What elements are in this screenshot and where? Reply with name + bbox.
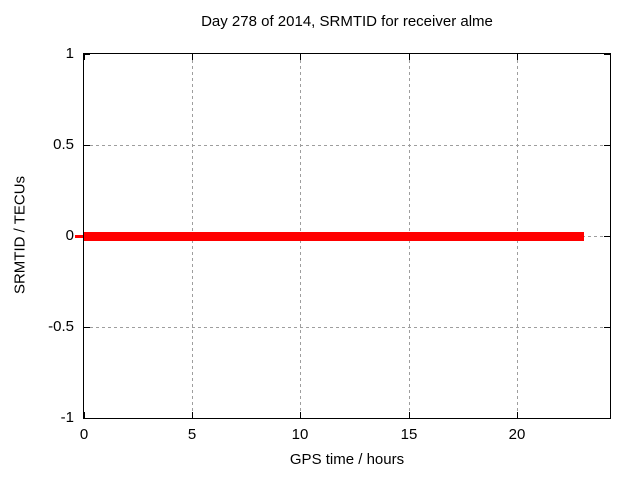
plot-frame xyxy=(83,53,611,419)
x-tickmark-bottom xyxy=(409,412,410,418)
y-tickmark-right xyxy=(604,145,610,146)
x-tickmark-top xyxy=(409,54,410,60)
series-line-start-cap xyxy=(75,235,83,238)
y-tick-label: -0.5 xyxy=(48,318,74,335)
y-tick-label: 1 xyxy=(65,45,74,62)
series-line-srmtid xyxy=(84,232,584,241)
x-tick-label: 20 xyxy=(508,426,526,443)
x-tick-label: 15 xyxy=(400,426,418,443)
x-tickmark-bottom xyxy=(517,412,518,418)
y-tickmark-right xyxy=(604,236,610,237)
x-tickmark-top xyxy=(84,54,85,60)
y-tickmark-left xyxy=(84,54,90,55)
y-tickmark-right xyxy=(604,54,610,55)
y-tick-label: 0.5 xyxy=(53,136,74,153)
x-tickmark-top xyxy=(517,54,518,60)
y-tickmark-left xyxy=(84,145,90,146)
y-tickmark-left xyxy=(84,327,90,328)
y-tickmark-right xyxy=(604,418,610,419)
x-tickmark-top xyxy=(192,54,193,60)
y-tick-label: -1 xyxy=(60,409,74,426)
y-gridline xyxy=(84,327,610,328)
y-tickmark-right xyxy=(604,327,610,328)
x-tick-label: 0 xyxy=(79,426,89,443)
y-tick-label: 0 xyxy=(65,227,74,244)
y-tickmark-left xyxy=(84,418,90,419)
x-tickmark-top xyxy=(300,54,301,60)
y-gridline xyxy=(84,145,610,146)
x-axis-label: GPS time / hours xyxy=(289,451,405,468)
x-tick-label: 5 xyxy=(187,426,197,443)
x-tickmark-bottom xyxy=(192,412,193,418)
x-tickmark-bottom xyxy=(300,412,301,418)
chart-title: Day 278 of 2014, SRMTID for receiver alm… xyxy=(201,13,493,30)
x-tick-label: 10 xyxy=(291,426,309,443)
x-tickmark-bottom xyxy=(84,412,85,418)
